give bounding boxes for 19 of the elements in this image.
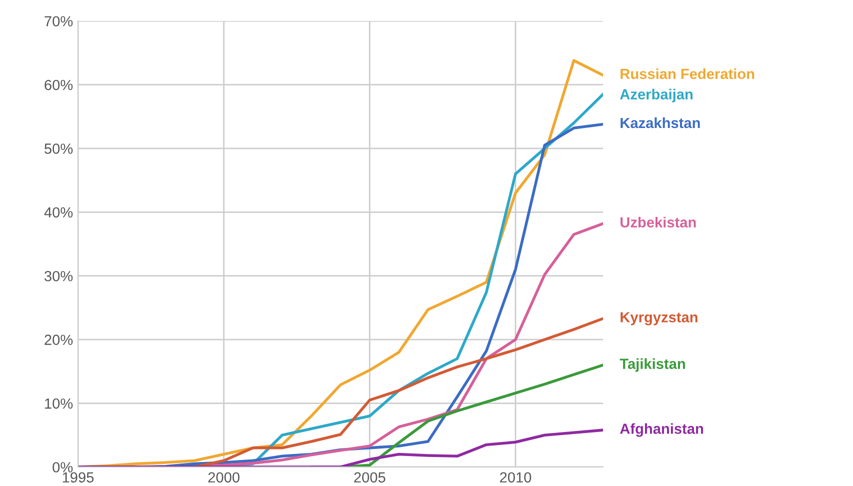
x-tick-label: 2010 — [500, 472, 532, 483]
x-tick-label: 2005 — [354, 472, 386, 483]
series-label: Afghanistan — [620, 423, 704, 437]
y-tick-label: 30% — [44, 270, 73, 282]
y-tick-label: 70% — [44, 16, 73, 26]
y-tick-label: 40% — [44, 207, 73, 218]
x-tick-label: 1995 — [62, 472, 94, 483]
x-tick-label: 2000 — [208, 472, 240, 483]
y-tick-label: 0% — [52, 462, 73, 472]
series-label: Azerbaijan — [620, 88, 693, 102]
y-tick-label: 50% — [44, 144, 73, 154]
y-tick-label: 10% — [45, 398, 73, 409]
series-label: Kyrgyzstan — [620, 312, 698, 326]
series-label: Kazakhstan — [620, 117, 700, 128]
y-tick-label: 60% — [44, 80, 73, 90]
y-tick-label: 20% — [44, 334, 73, 345]
series-label: Tajikistan — [620, 358, 685, 372]
series-label: Russian Federation — [620, 68, 754, 80]
series-label: Uzbekistan — [620, 216, 696, 228]
